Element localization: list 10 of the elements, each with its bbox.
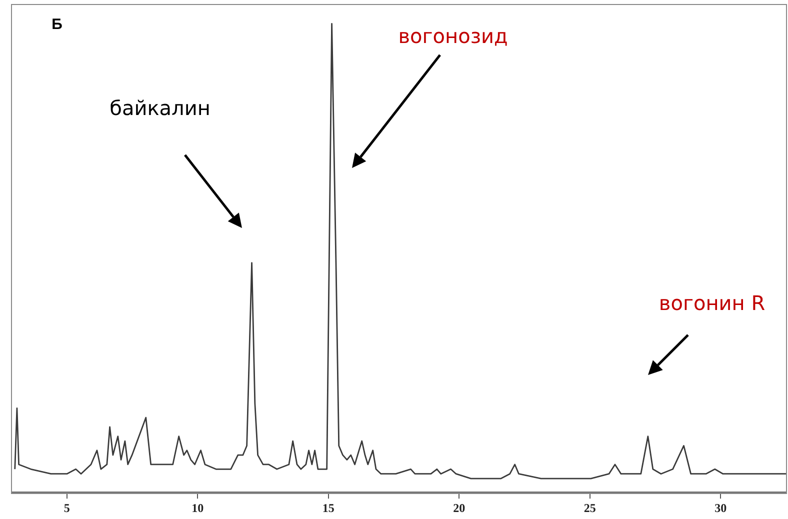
- x-tick-label: 25: [584, 500, 596, 515]
- x-tick-label: 15: [322, 500, 334, 515]
- annotation: байкалин: [110, 96, 210, 120]
- x-tick-label: 5: [64, 500, 70, 515]
- annotation: вогонозид: [398, 24, 508, 48]
- chart-title: Б: [52, 16, 63, 34]
- x-tick-label: 10: [192, 500, 204, 515]
- annotation: вогонин R: [658, 291, 766, 316]
- x-tick-label: 20: [453, 500, 466, 515]
- x-tick-label: 30: [714, 500, 727, 515]
